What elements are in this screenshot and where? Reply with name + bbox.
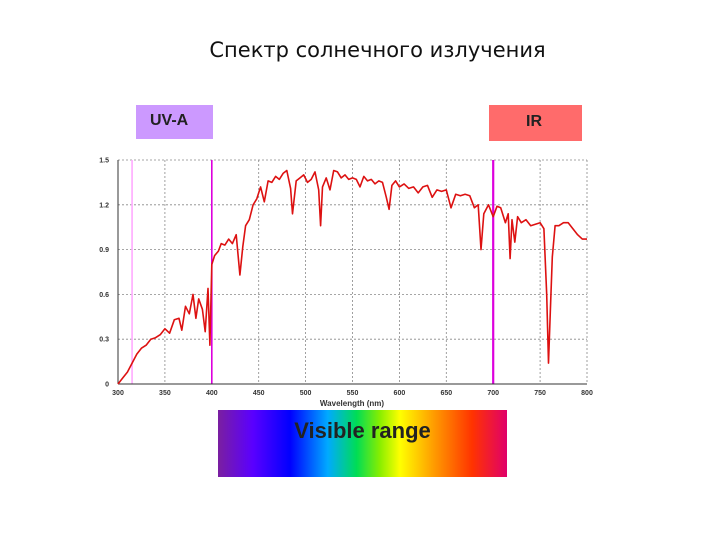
x-tick-label: 500 — [300, 390, 312, 397]
uv-a-label: UV-A — [150, 112, 189, 129]
x-tick-label: 400 — [206, 390, 218, 397]
visible-range-label: Visible range — [294, 418, 431, 443]
x-tick-label: 550 — [347, 390, 359, 397]
x-tick-label: 300 — [112, 390, 124, 397]
x-tick-label: 600 — [394, 390, 406, 397]
spectrum-series-line — [117, 169, 587, 385]
marker-layer — [131, 160, 495, 384]
x-axis-label: Wavelength (nm) — [320, 399, 384, 408]
ir-box: IR — [489, 105, 582, 141]
x-tick-label: 800 — [581, 390, 593, 397]
x-tick-label: 700 — [487, 390, 499, 397]
y-tick-label: 1.2 — [99, 202, 109, 209]
uv-a-box: UV-A — [136, 105, 213, 139]
grid-layer — [118, 159, 588, 384]
y-tick-label: 0.3 — [99, 337, 109, 344]
visible-range-strip: Visible range — [218, 410, 507, 477]
slide-title: Спектр солнечного излучения — [209, 38, 546, 62]
tick-layer: 300 350 400 450 500 550 600 650 700 750 800 0 0.3 0.6… — [99, 158, 593, 398]
y-tick-label: 0 — [105, 382, 109, 389]
x-tick-label: 450 — [253, 390, 265, 397]
y-tick-label: 0.6 — [99, 292, 109, 299]
x-tick-label: 350 — [159, 390, 171, 397]
x-tick-label: 650 — [440, 390, 452, 397]
axis-layer — [117, 160, 587, 385]
x-tick-label: 750 — [534, 390, 546, 397]
y-tick-label: 0.9 — [99, 247, 109, 254]
y-tick-label: 1.5 — [99, 158, 109, 165]
ir-label: IR — [526, 113, 542, 130]
